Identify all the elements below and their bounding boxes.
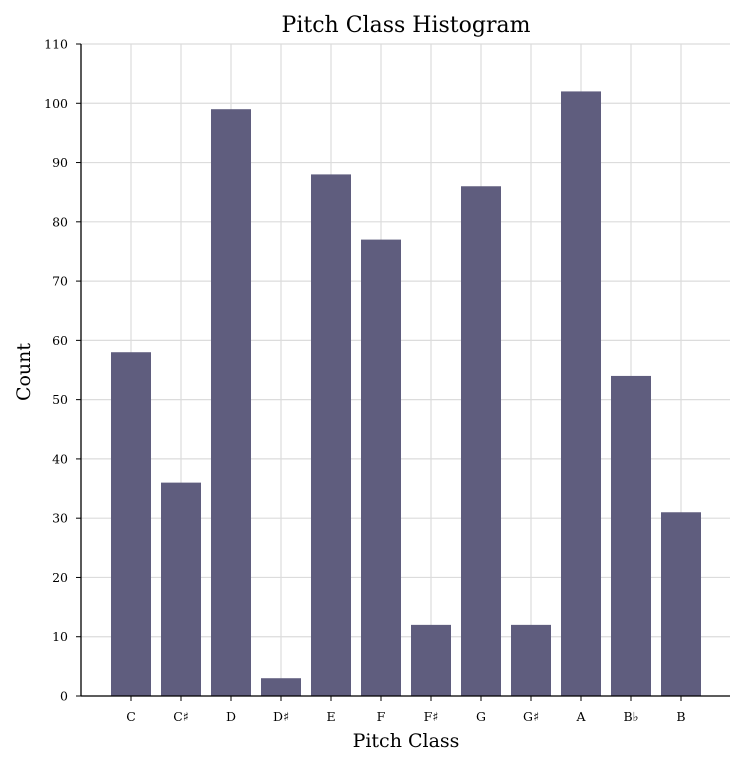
bar [211,109,251,696]
y-tick-label: 10 [52,629,68,644]
x-tick-label: A [575,709,586,724]
bar [561,91,601,696]
y-tick-label: 100 [44,96,68,111]
x-axis-label: Pitch Class [353,730,460,752]
bar [261,678,301,696]
x-tick-label: F [377,709,386,724]
y-tick-label: 40 [52,451,68,466]
x-tick-label: B [676,709,685,724]
y-tick-label: 110 [44,37,68,52]
x-tick-label: G♯ [523,709,539,724]
bar [511,624,551,696]
x-tick-label: D [226,709,236,724]
axis-layer: 0 10 20 30 40 50 60 70 80 90 100 110 C C♯ D D♯ E F F♯ G G♯ A B… [44,37,730,724]
x-tick-label: G [476,709,486,724]
x-tick-label: F♯ [424,709,439,724]
bar [161,482,201,696]
bar [661,512,701,696]
x-tick-label: E [326,709,335,724]
x-tick-label: C [126,709,136,724]
y-tick-label: 50 [52,392,68,407]
bar [611,375,651,696]
y-tick-label: 30 [52,511,68,526]
y-tick-label: 0 [60,689,68,704]
bar [411,624,451,696]
x-tick-label: B♭ [623,709,638,724]
bar [461,186,501,696]
y-tick-label: 70 [52,274,68,289]
y-tick-label: 60 [52,333,68,348]
y-tick-label: 20 [52,570,68,585]
bar [361,239,401,696]
bar [311,174,351,696]
x-tick-label: C♯ [173,709,189,724]
y-axis-label: Count [13,343,35,401]
y-tick-label: 80 [52,214,68,229]
bar [111,352,151,696]
y-tick-label: 90 [52,155,68,170]
bar-layer [111,91,701,696]
chart-title: Pitch Class Histogram [282,13,531,38]
x-tick-label: D♯ [273,709,289,724]
